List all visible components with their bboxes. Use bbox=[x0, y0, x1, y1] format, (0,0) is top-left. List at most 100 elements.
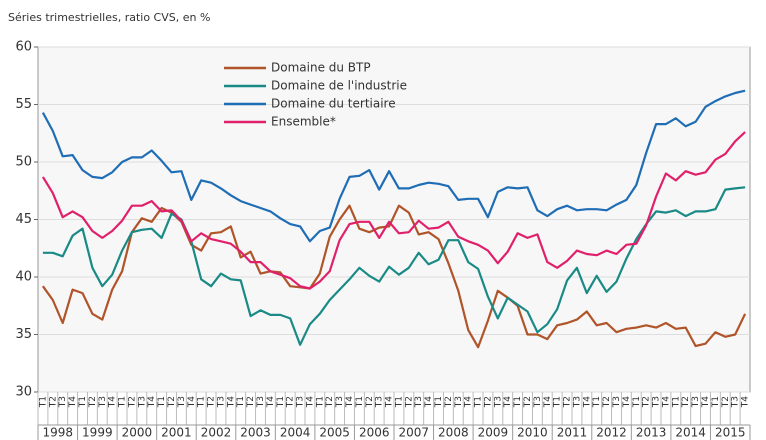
x-tick-label: T1 bbox=[315, 396, 325, 408]
x-tick-label: T2 bbox=[127, 396, 137, 408]
x-tick-label: T3 bbox=[572, 396, 582, 408]
x-tick-label: T3 bbox=[216, 396, 226, 408]
x-tick-label: T3 bbox=[58, 396, 68, 408]
x-tick-label: T3 bbox=[493, 396, 503, 408]
x-tick-label: T4 bbox=[661, 396, 671, 408]
x-tick-label: T4 bbox=[345, 396, 355, 408]
x-tick-label: T4 bbox=[701, 396, 711, 408]
year-label: 2009 bbox=[478, 426, 509, 440]
x-tick-label: T1 bbox=[355, 396, 365, 408]
x-tick-label: T1 bbox=[276, 396, 286, 408]
year-label: 2002 bbox=[201, 426, 232, 440]
year-label: 2007 bbox=[399, 426, 430, 440]
x-tick-label: T4 bbox=[503, 396, 513, 408]
year-label: 2004 bbox=[280, 426, 311, 440]
series-line bbox=[42, 186, 746, 346]
x-tick-label: T1 bbox=[592, 396, 602, 408]
year-label: 2012 bbox=[596, 426, 627, 440]
x-tick-label: T1 bbox=[671, 396, 681, 408]
x-tick-label: T3 bbox=[652, 396, 662, 408]
x-tick-label: T2 bbox=[325, 396, 335, 408]
legend-label: Domaine du tertiaire bbox=[271, 97, 396, 111]
x-tick-label: T4 bbox=[305, 396, 315, 408]
x-tick-label: T1 bbox=[474, 396, 484, 408]
year-label: 2000 bbox=[122, 426, 153, 440]
x-tick-label: T2 bbox=[523, 396, 533, 408]
y-tick-label: 30 bbox=[15, 385, 32, 400]
x-tick-label: T3 bbox=[137, 396, 147, 408]
x-tick-label: T4 bbox=[385, 396, 395, 408]
x-tick-label: T4 bbox=[543, 396, 553, 408]
x-tick-label: T3 bbox=[612, 396, 622, 408]
x-tick-label: T3 bbox=[335, 396, 345, 408]
x-tick-label: T1 bbox=[711, 396, 721, 408]
legend-label: Domaine du BTP bbox=[271, 61, 371, 75]
x-tick-label: T4 bbox=[582, 396, 592, 408]
x-tick-label: T1 bbox=[118, 396, 128, 408]
x-tick-label: T3 bbox=[691, 396, 701, 408]
y-tick-label: 45 bbox=[15, 212, 32, 227]
x-tick-label: T3 bbox=[296, 396, 306, 408]
year-label: 2006 bbox=[359, 426, 390, 440]
x-tick-label: T4 bbox=[622, 396, 632, 408]
y-tick-label: 55 bbox=[15, 97, 32, 112]
x-tick-label: T4 bbox=[187, 396, 197, 408]
x-tick-label: T2 bbox=[167, 396, 177, 408]
year-label: 2005 bbox=[319, 426, 350, 440]
x-tick-label: T4 bbox=[464, 396, 474, 408]
year-label: 1999 bbox=[82, 426, 113, 440]
chart-subtitle: Séries trimestrielles, ratio CVS, en % bbox=[8, 11, 210, 24]
x-tick-label: T4 bbox=[424, 396, 434, 408]
x-tick-label: T2 bbox=[88, 396, 98, 408]
x-tick-label: T1 bbox=[394, 396, 404, 408]
x-tick-label: T1 bbox=[157, 396, 167, 408]
x-tick-label: T3 bbox=[177, 396, 187, 408]
x-tick-label: T4 bbox=[226, 396, 236, 408]
x-tick-label: T2 bbox=[365, 396, 375, 408]
x-tick-label: T2 bbox=[721, 396, 731, 408]
year-label: 2003 bbox=[240, 426, 271, 440]
year-label: 2015 bbox=[715, 426, 746, 440]
year-label: 2014 bbox=[675, 426, 706, 440]
x-tick-label: T3 bbox=[375, 396, 385, 408]
y-tick-label: 60 bbox=[15, 40, 32, 55]
x-tick-label: T3 bbox=[256, 396, 266, 408]
x-tick-label: T2 bbox=[681, 396, 691, 408]
x-tick-label: T4 bbox=[147, 396, 157, 408]
series-line bbox=[41, 131, 746, 290]
x-tick-label: T1 bbox=[197, 396, 207, 408]
x-tick-label: T3 bbox=[98, 396, 108, 408]
x-tick-label: T4 bbox=[68, 396, 78, 408]
x-tick-label: T3 bbox=[414, 396, 424, 408]
x-tick-label: T4 bbox=[266, 396, 276, 408]
x-tick-label: T1 bbox=[632, 396, 642, 408]
series-line bbox=[41, 89, 746, 243]
x-tick-label: T2 bbox=[563, 396, 573, 408]
x-tick-label: T2 bbox=[483, 396, 493, 408]
y-tick-label: 50 bbox=[15, 155, 32, 170]
x-tick-label: T4 bbox=[741, 396, 751, 408]
year-label: 2010 bbox=[517, 426, 548, 440]
x-tick-label: T2 bbox=[246, 396, 256, 408]
x-tick-label: T2 bbox=[444, 396, 454, 408]
x-tick-label: T2 bbox=[404, 396, 414, 408]
year-label: 2011 bbox=[557, 426, 588, 440]
x-tick-label: T3 bbox=[454, 396, 464, 408]
legend-label: Ensemble* bbox=[271, 115, 336, 129]
y-tick-label: 35 bbox=[15, 327, 32, 342]
x-tick-label: T1 bbox=[78, 396, 88, 408]
x-tick-label: T2 bbox=[48, 396, 58, 408]
year-label: 2013 bbox=[636, 426, 667, 440]
x-tick-label: T3 bbox=[533, 396, 543, 408]
year-label: 2008 bbox=[438, 426, 469, 440]
x-tick-label: T2 bbox=[642, 396, 652, 408]
x-tick-label: T1 bbox=[38, 396, 48, 408]
y-tick-label: 40 bbox=[15, 270, 32, 285]
x-tick-label: T2 bbox=[286, 396, 296, 408]
year-label: 2001 bbox=[161, 426, 192, 440]
x-tick-label: T3 bbox=[731, 396, 741, 408]
x-tick-label: T4 bbox=[108, 396, 118, 408]
x-tick-label: T2 bbox=[602, 396, 612, 408]
year-label: 1998 bbox=[43, 426, 74, 440]
